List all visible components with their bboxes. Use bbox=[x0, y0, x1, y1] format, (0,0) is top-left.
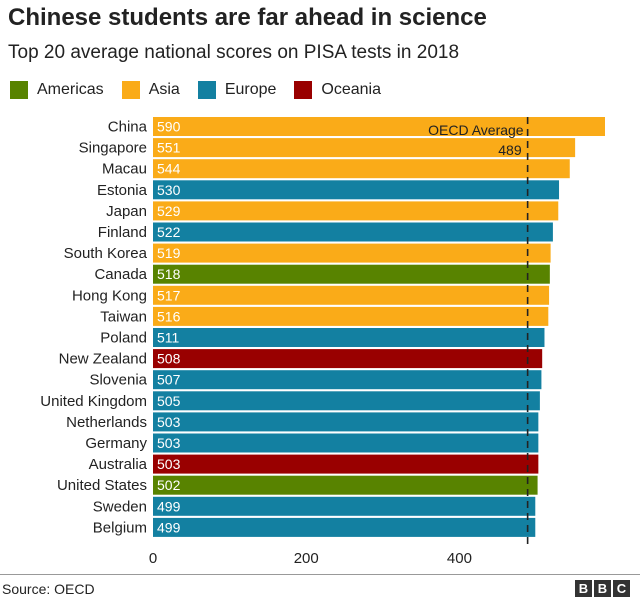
bbc-logo-letter: B bbox=[575, 580, 592, 597]
category-label-netherlands: Netherlands bbox=[66, 414, 147, 431]
legend-label-americas: Americas bbox=[37, 81, 104, 98]
value-label-taiwan: 516 bbox=[157, 308, 181, 324]
category-label-poland: Poland bbox=[100, 330, 147, 347]
bbc-logo-letter: B bbox=[594, 580, 611, 597]
legend-swatch-oceania bbox=[294, 81, 313, 99]
category-label-sweden: Sweden bbox=[93, 498, 147, 515]
category-label-macau: Macau bbox=[102, 161, 147, 178]
category-label-australia: Australia bbox=[89, 456, 148, 473]
chart-title: Chinese students are far ahead in scienc… bbox=[8, 4, 487, 31]
bar-australia bbox=[153, 454, 539, 474]
bar-new-zealand bbox=[153, 349, 543, 369]
bar-united-states bbox=[153, 475, 538, 495]
value-label-canada: 518 bbox=[157, 266, 181, 282]
category-label-china: China bbox=[108, 119, 148, 136]
legend-swatch-europe bbox=[197, 81, 216, 99]
bar-poland bbox=[153, 328, 545, 347]
bar-finland bbox=[153, 222, 553, 242]
bar-south-korea bbox=[153, 243, 551, 263]
x-tick-label-400: 400 bbox=[447, 550, 472, 567]
category-label-slovenia: Slovenia bbox=[89, 372, 147, 389]
bar-china bbox=[153, 117, 605, 136]
bar-slovenia bbox=[153, 370, 542, 390]
bar-chart: China 590 Singapore 551 Macau 544 Estonia 530 Ja… bbox=[40, 117, 605, 567]
bar-singapore bbox=[153, 138, 576, 158]
category-label-united-states: United States bbox=[57, 477, 147, 494]
bar-united-kingdom bbox=[153, 391, 540, 411]
category-label-germany: Germany bbox=[85, 435, 147, 452]
value-label-slovenia: 507 bbox=[157, 372, 181, 388]
legend-item-asia: Asia bbox=[121, 81, 180, 99]
legend-swatch-americas bbox=[10, 81, 28, 99]
bar-estonia bbox=[153, 180, 560, 200]
legend-item-europe: Europe bbox=[197, 81, 277, 99]
value-label-united-kingdom: 505 bbox=[157, 393, 181, 409]
value-label-netherlands: 503 bbox=[157, 414, 181, 430]
bar-japan bbox=[153, 201, 559, 221]
category-label-south-korea: South Korea bbox=[64, 245, 148, 262]
category-label-singapore: Singapore bbox=[79, 140, 147, 157]
value-label-japan: 529 bbox=[157, 203, 181, 219]
oecd-average-label: OECD Average bbox=[428, 122, 524, 138]
category-label-estonia: Estonia bbox=[97, 182, 148, 199]
bbc-logo: B B C bbox=[573, 580, 630, 597]
category-label-united-kingdom: United Kingdom bbox=[40, 393, 147, 410]
value-label-belgium: 499 bbox=[157, 519, 181, 535]
bar-taiwan bbox=[153, 306, 549, 326]
legend-label-asia: Asia bbox=[148, 81, 180, 98]
value-label-macau: 544 bbox=[157, 161, 181, 177]
x-tick-label-200: 200 bbox=[294, 550, 319, 567]
chart-subtitle: Top 20 average national scores on PISA t… bbox=[8, 42, 460, 63]
value-label-singapore: 551 bbox=[157, 140, 181, 156]
category-label-canada: Canada bbox=[94, 266, 147, 283]
legend-item-americas: Americas bbox=[10, 81, 104, 99]
bar-netherlands bbox=[153, 412, 539, 432]
legend: Americas Asia Europe Oceania bbox=[10, 80, 399, 100]
value-label-china: 590 bbox=[157, 119, 181, 135]
value-label-germany: 503 bbox=[157, 435, 181, 451]
bar-belgium bbox=[153, 517, 536, 537]
value-label-new-zealand: 508 bbox=[157, 351, 181, 367]
legend-swatch-asia bbox=[121, 81, 140, 99]
category-label-belgium: Belgium bbox=[93, 519, 147, 536]
value-label-sweden: 499 bbox=[157, 498, 181, 514]
category-label-finland: Finland bbox=[98, 224, 147, 241]
source-note: Source: OECD bbox=[2, 581, 95, 597]
value-label-poland: 511 bbox=[157, 330, 180, 346]
category-label-hong-kong: Hong Kong bbox=[72, 287, 147, 304]
bar-hong-kong bbox=[153, 285, 550, 305]
bbc-logo-letter: C bbox=[613, 580, 630, 597]
value-label-hong-kong: 517 bbox=[157, 287, 181, 303]
value-label-estonia: 530 bbox=[157, 182, 181, 198]
value-label-south-korea: 519 bbox=[157, 245, 181, 261]
legend-label-europe: Europe bbox=[224, 81, 277, 98]
oecd-average-value: 489 bbox=[498, 142, 522, 158]
bar-canada bbox=[153, 264, 550, 284]
value-label-finland: 522 bbox=[157, 224, 181, 240]
footer-divider bbox=[0, 574, 640, 575]
category-label-japan: Japan bbox=[106, 203, 147, 220]
bar-sweden bbox=[153, 496, 536, 516]
bar-macau bbox=[153, 159, 570, 179]
bar-germany bbox=[153, 433, 539, 453]
x-tick-label-0: 0 bbox=[149, 550, 157, 567]
category-label-taiwan: Taiwan bbox=[100, 308, 147, 325]
value-label-australia: 503 bbox=[157, 456, 181, 472]
legend-item-oceania: Oceania bbox=[294, 81, 381, 99]
value-label-united-states: 502 bbox=[157, 477, 181, 493]
category-label-new-zealand: New Zealand bbox=[59, 351, 147, 368]
legend-label-oceania: Oceania bbox=[321, 81, 381, 98]
